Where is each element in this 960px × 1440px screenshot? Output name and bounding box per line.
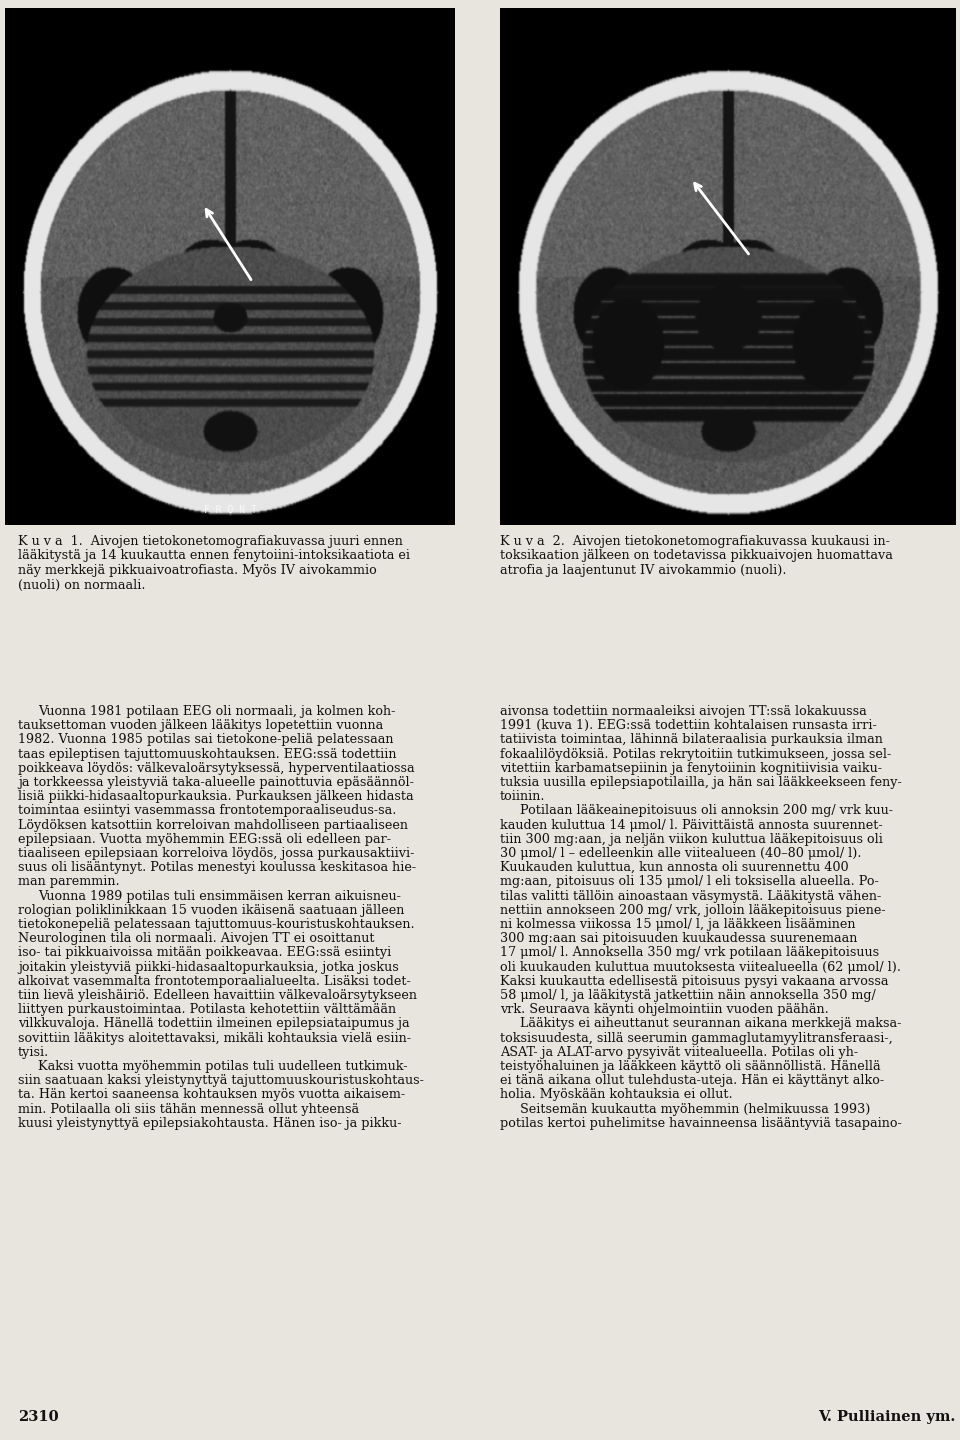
Text: tuksia uusilla epilepsiapotilailla, ja hän sai lääkkeekseen feny-: tuksia uusilla epilepsiapotilailla, ja h…	[500, 776, 901, 789]
Text: Vuonna 1981 potilaan EEG oli normaali, ja kolmen koh-: Vuonna 1981 potilaan EEG oli normaali, j…	[38, 706, 396, 719]
Text: V. Pulliainen ym.: V. Pulliainen ym.	[818, 1410, 955, 1424]
Text: liittyen purkaustoimintaa. Potilasta kehotettiin välttämään: liittyen purkaustoimintaa. Potilasta keh…	[18, 1004, 396, 1017]
Text: siin saatuaan kaksi yleistynyttyä tajuttomuuskouristuskohtaus-: siin saatuaan kaksi yleistynyttyä tajutt…	[18, 1074, 424, 1087]
Text: 58 μmol/ l, ja lääkitystä jatkettiin näin annoksella 350 mg/: 58 μmol/ l, ja lääkitystä jatkettiin näi…	[500, 989, 876, 1002]
Text: man paremmin.: man paremmin.	[18, 876, 120, 888]
Text: tauksettoman vuoden jälkeen lääkitys lopetettiin vuonna: tauksettoman vuoden jälkeen lääkitys lop…	[18, 719, 383, 732]
Text: vilkkuvaloja. Hänellä todettiin ilmeinen epilepsiataipumus ja: vilkkuvaloja. Hänellä todettiin ilmeinen…	[18, 1018, 410, 1031]
Text: ni kolmessa viikossa 15 μmol/ l, ja lääkkeen lisääminen: ni kolmessa viikossa 15 μmol/ l, ja lääk…	[500, 919, 855, 932]
Text: Löydöksen katsottiin korreloivan mahdolliseen partiaaliseen: Löydöksen katsottiin korreloivan mahdoll…	[18, 818, 408, 832]
Text: nettiin annokseen 200 mg/ vrk, jolloin lääkepitoisuus piene-: nettiin annokseen 200 mg/ vrk, jolloin l…	[500, 904, 886, 917]
Text: suus oli lisääntynyt. Potilas menestyi koulussa keskitasoa hie-: suus oli lisääntynyt. Potilas menestyi k…	[18, 861, 416, 874]
Text: oli kuukauden kuluttua muutoksesta viitealueella (62 μmol/ l).: oli kuukauden kuluttua muutoksesta viite…	[500, 960, 901, 973]
Text: alkoivat vasemmalta frontotemporaalialueelta. Lisäksi todet-: alkoivat vasemmalta frontotemporaalialue…	[18, 975, 411, 988]
Text: Kaksi vuotta myöhemmin potilas tuli uudelleen tutkimuk-: Kaksi vuotta myöhemmin potilas tuli uude…	[38, 1060, 407, 1073]
Text: lisiä piikki-hidasaaltopurkauksia. Purkauksen jälkeen hidasta: lisiä piikki-hidasaaltopurkauksia. Purka…	[18, 791, 414, 804]
Text: ei tänä aikana ollut tulehdusta­uteja. Hän ei käyttänyt alko-: ei tänä aikana ollut tulehdusta­uteja. H…	[500, 1074, 884, 1087]
Text: Potilaan lääkeainepitoisuus oli annoksin 200 mg/ vrk kuu-: Potilaan lääkeainepitoisuus oli annoksin…	[520, 805, 893, 818]
Text: Lääkitys ei aiheuttanut seurannan aikana merkkejä maksa-: Lääkitys ei aiheuttanut seurannan aikana…	[520, 1018, 901, 1031]
Text: potilas kertoi puhelimitse havainneensa lisääntyviä tasapaino-: potilas kertoi puhelimitse havainneensa …	[500, 1117, 901, 1130]
Text: tiin 300 mg:aan, ja neljän viikon kuluttua lääkepitoisuus oli: tiin 300 mg:aan, ja neljän viikon kulutt…	[500, 832, 883, 845]
Text: teistyöhaluinen ja lääkkeen käyttö oli säännöllistä. Hänellä: teistyöhaluinen ja lääkkeen käyttö oli s…	[500, 1060, 880, 1073]
Text: 300 mg:aan sai pitoisuuden kuukaudessa suurenemaan: 300 mg:aan sai pitoisuuden kuukaudessa s…	[500, 932, 857, 945]
Text: Kuukauden kuluttua, kun annosta oli suurennettu 400: Kuukauden kuluttua, kun annosta oli suur…	[500, 861, 849, 874]
Text: vrk. Seuraava käynti ohjelmointiin vuoden päähän.: vrk. Seuraava käynti ohjelmointiin vuode…	[500, 1004, 828, 1017]
Text: poikkeava löydös: välkevaloärsytyksessä, hyperventilaatiossa: poikkeava löydös: välkevaloärsytyksessä,…	[18, 762, 415, 775]
Text: holia. Myöskään kohtauksia ei ollut.: holia. Myöskään kohtauksia ei ollut.	[500, 1089, 732, 1102]
Text: kuusi yleistynyttyä epilepsiakohtausta. Hänen iso- ja pikku-: kuusi yleistynyttyä epilepsiakohtausta. …	[18, 1117, 401, 1130]
Text: mg:aan, pitoisuus oli 135 μmol/ l eli toksisella alueella. Po-: mg:aan, pitoisuus oli 135 μmol/ l eli to…	[500, 876, 878, 888]
Text: Kaksi kuukautta edellisestä pitoisuus pysyi vakaana arvossa: Kaksi kuukautta edellisestä pitoisuus py…	[500, 975, 889, 988]
Text: tietokonepeliä pelatessaan tajuttomuus-kouristuskohtauksen.: tietokonepeliä pelatessaan tajuttomuus-k…	[18, 919, 415, 932]
Text: vitettiin karbamatsepiinin ja fenytoiinin kognitiivisia vaiku-: vitettiin karbamatsepiinin ja fenytoiini…	[500, 762, 882, 775]
Text: rologian poliklinikkaan 15 vuoden ikäisenä saatuaan jälleen: rologian poliklinikkaan 15 vuoden ikäise…	[18, 904, 404, 917]
Text: Neurologinen tila oli normaali. Aivojen TT ei osoittanut: Neurologinen tila oli normaali. Aivojen …	[18, 932, 374, 945]
Text: 2310: 2310	[18, 1410, 59, 1424]
Text: sovittiin lääkitys aloitettavaksi, mikäli kohtauksia vielä esiin-: sovittiin lääkitys aloitettavaksi, mikäl…	[18, 1031, 411, 1044]
Text: joitakin yleistyviä piikki-hidasaaltopurkauksia, jotka joskus: joitakin yleistyviä piikki-hidasaaltopur…	[18, 960, 398, 973]
Text: lääkitystä ja 14 kuukautta ennen fenytoiini-intoksikaatiota ei: lääkitystä ja 14 kuukautta ennen fenytoi…	[18, 550, 410, 563]
Text: toksisuudesta, sillä seerumin gammaglutamyylitransferaasi-,: toksisuudesta, sillä seerumin gammagluta…	[500, 1031, 893, 1044]
Text: Seitsemän kuukautta myöhemmin (helmikuussa 1993): Seitsemän kuukautta myöhemmin (helmikuus…	[520, 1103, 871, 1116]
Text: 17 μmol/ l. Annoksella 350 mg/ vrk potilaan lääkepitoisuus: 17 μmol/ l. Annoksella 350 mg/ vrk potil…	[500, 946, 879, 959]
Text: atrofia ja laajentunut IV aivokammio (nuoli).: atrofia ja laajentunut IV aivokammio (nu…	[500, 564, 786, 577]
Text: aivonsa todettiin normaaleiksi aivojen TT:ssä lokakuussa: aivonsa todettiin normaaleiksi aivojen T…	[500, 706, 867, 719]
Text: F R O N T: F R O N T	[204, 504, 256, 514]
Text: fokaalilöydöksiä. Potilas rekrytoitiin tutkimukseen, jossa sel-: fokaalilöydöksiä. Potilas rekrytoitiin t…	[500, 747, 891, 760]
Text: tiaaliseen epilepsiaan korreloiva löydös, jossa purkausaktiivi-: tiaaliseen epilepsiaan korreloiva löydös…	[18, 847, 415, 860]
Text: Vuonna 1989 potilas tuli ensimmäisen kerran aikuisneu-: Vuonna 1989 potilas tuli ensimmäisen ker…	[38, 890, 401, 903]
Text: 30 μmol/ l – edelleenkin alle viitealueen (40–80 μmol/ l).: 30 μmol/ l – edelleenkin alle viitealuee…	[500, 847, 861, 860]
Text: 1982. Vuonna 1985 potilas sai tietokone­peliä pelatessaan: 1982. Vuonna 1985 potilas sai tietokone­…	[18, 733, 394, 746]
Text: epilepsiaan. Vuotta myöhemmin EEG:ssä oli edelleen par-: epilepsiaan. Vuotta myöhemmin EEG:ssä ol…	[18, 832, 391, 845]
Text: min. Potilaalla oli siis tähän mennessä ollut yhteensä: min. Potilaalla oli siis tähän mennessä …	[18, 1103, 359, 1116]
Text: toksikaation jälkeen on todetavissa pikkuaivojen huomattava: toksikaation jälkeen on todetavissa pikk…	[500, 550, 893, 563]
Text: tiin lievä yleishäiriö. Edelleen havaittiin välkevaloärsytykseen: tiin lievä yleishäiriö. Edelleen havaitt…	[18, 989, 417, 1002]
Text: ASAT- ja ALAT-arvo pysyivät viitealueella. Potilas oli yh-: ASAT- ja ALAT-arvo pysyivät viitealueell…	[500, 1045, 858, 1058]
Text: ta. Hän kertoi saaneensa kohtauksen myös vuotta aikaisem-: ta. Hän kertoi saaneensa kohtauksen myös…	[18, 1089, 405, 1102]
Text: toiinin.: toiinin.	[500, 791, 545, 804]
Text: 1991 (kuva 1). EEG:ssä todettiin kohtalaisen runsasta irri-: 1991 (kuva 1). EEG:ssä todettiin kohtala…	[500, 719, 876, 732]
Text: näy merkkejä pikkuaivoatrofiasta. Myös IV aivokammio: näy merkkejä pikkuaivoatrofiasta. Myös I…	[18, 564, 376, 577]
Text: K u v a  2.  Aivojen tietokonetomografiakuvassa kuukausi in-: K u v a 2. Aivojen tietokonetomografiaku…	[500, 536, 890, 549]
Text: tilas valitti tällöin ainoastaan väsymystä. Lääkitystä vähen-: tilas valitti tällöin ainoastaan väsymys…	[500, 890, 881, 903]
Text: tyisi.: tyisi.	[18, 1045, 49, 1058]
Text: kauden kuluttua 14 μmol/ l. Päivittäistä annosta suurennet-: kauden kuluttua 14 μmol/ l. Päivittäistä…	[500, 818, 882, 832]
Text: iso- tai pikkuaivoissa mitään poikkeavaa. EEG:ssä esiintyi: iso- tai pikkuaivoissa mitään poikkeavaa…	[18, 946, 392, 959]
Text: ja torkkeessa yleistyviä taka-alueelle painottuvia epäsäännöl-: ja torkkeessa yleistyviä taka-alueelle p…	[18, 776, 414, 789]
Text: toimintaa esiintyi vasemmassa frontotemporaaliseudus­sa.: toimintaa esiintyi vasemmassa frontotemp…	[18, 805, 396, 818]
Text: (nuoli) on normaali.: (nuoli) on normaali.	[18, 579, 146, 592]
Text: K u v a  1.  Aivojen tietokonetomografiakuvassa juuri ennen: K u v a 1. Aivojen tietokonetomografiaku…	[18, 536, 403, 549]
Text: taas epileptisen tajuttomuuskohtauksen. EEG:ssä todettiin: taas epileptisen tajuttomuuskohtauksen. …	[18, 747, 396, 760]
Text: tatiivista toimintaa, lähinnä bilateraalisia purkauksia ilman: tatiivista toimintaa, lähinnä bilateraal…	[500, 733, 883, 746]
